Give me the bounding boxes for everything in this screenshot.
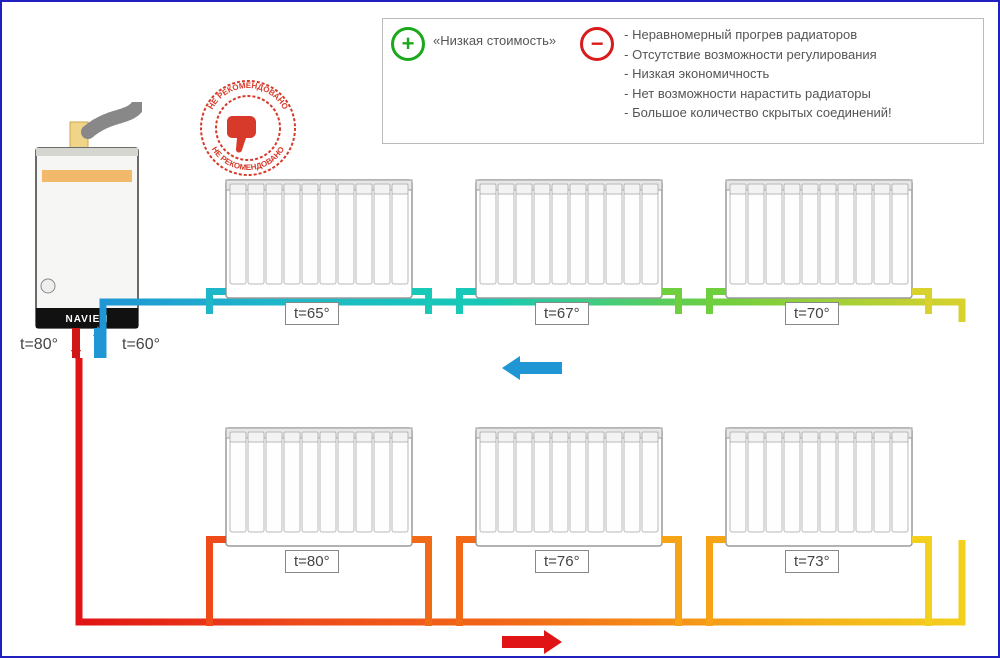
svg-text:NAVIEN: NAVIEN <box>65 314 108 325</box>
not-recommended-stamp: НЕ РЕКОМЕНДОВАНО НЕ РЕКОМЕНДОВАНО <box>198 78 298 178</box>
radiator-temp-label: t=70° <box>785 302 839 325</box>
pipe-stub <box>206 544 213 626</box>
pipe-stub <box>706 296 713 306</box>
pipe-stub <box>675 296 682 306</box>
legend-box: + «Низкая стоимость» − Неравномерный про… <box>382 18 984 144</box>
radiator-temp-label: t=73° <box>785 550 839 573</box>
radiator-temp-label: t=65° <box>285 302 339 325</box>
cons-item: Большое количество скрытых соединений! <box>624 103 892 123</box>
cons-item: Неравномерный прогрев радиаторов <box>624 25 892 45</box>
cons-item: Низкая экономичность <box>624 64 892 84</box>
return-flow-arrow-icon <box>502 356 562 380</box>
pipe-stub <box>206 296 213 306</box>
pipe-stub <box>706 544 713 626</box>
radiator-temp-label: t=67° <box>535 302 589 325</box>
boiler: NAVIEN <box>32 102 142 292</box>
pipe-stub <box>675 544 682 626</box>
pipe-stub <box>925 544 932 626</box>
minus-icon: − <box>580 27 614 61</box>
cons-item: Отсутствие возможности регулирования <box>624 45 892 65</box>
supply-temp-label: t=80° <box>20 336 58 354</box>
svg-text:НЕ РЕКОМЕНДОВАНО: НЕ РЕКОМЕНДОВАНО <box>210 145 286 172</box>
pipe-stub <box>425 544 432 626</box>
radiator-temp-label: t=80° <box>285 550 339 573</box>
supply-flow-arrow-icon <box>502 630 562 654</box>
return-temp-label: t=60° <box>122 336 160 354</box>
pipe-stub <box>425 296 432 306</box>
pipe-stub <box>456 544 463 626</box>
radiator-temp-label: t=76° <box>535 550 589 573</box>
cons-list: Неравномерный прогрев радиаторовОтсутств… <box>624 25 892 123</box>
pipe-stub <box>456 296 463 306</box>
cons-item: Нет возможности нарастить радиаторы <box>624 84 892 104</box>
diagram-frame: + «Низкая стоимость» − Неравномерный про… <box>0 0 1000 658</box>
plus-icon: + <box>391 27 425 61</box>
pros-text: «Низкая стоимость» <box>433 33 556 123</box>
pipe-stub <box>925 296 932 306</box>
